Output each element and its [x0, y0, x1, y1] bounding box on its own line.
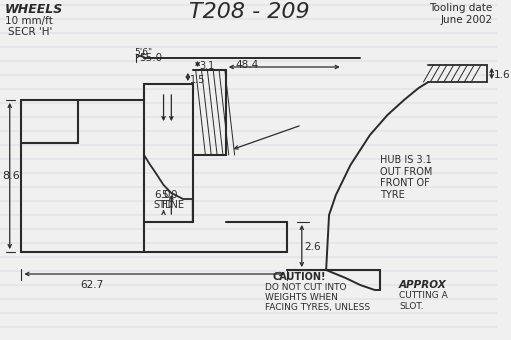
Text: 8.6: 8.6 [2, 171, 20, 181]
Text: APPROX: APPROX [399, 280, 447, 290]
Text: Tooling date: Tooling date [429, 3, 493, 13]
Text: CUTTING A: CUTTING A [399, 291, 448, 300]
Text: WHEELS: WHEELS [5, 3, 63, 16]
Text: 10 mm/ft: 10 mm/ft [5, 16, 53, 26]
Text: 6.0: 6.0 [154, 190, 170, 200]
Text: 5'6": 5'6" [134, 48, 152, 57]
Text: 1.5: 1.5 [190, 75, 205, 85]
Text: 3.1: 3.1 [200, 61, 215, 71]
Text: SLOT.: SLOT. [399, 302, 424, 311]
Text: CAUTION!: CAUTION! [272, 272, 326, 282]
Text: DO NOT CUT INTO: DO NOT CUT INTO [265, 283, 346, 292]
Text: 48.4: 48.4 [236, 60, 259, 70]
Text: SECR 'H': SECR 'H' [8, 27, 52, 37]
Text: WEIGHTS WHEN: WEIGHTS WHEN [265, 293, 338, 302]
Text: 5.0: 5.0 [161, 190, 178, 200]
Text: June 2002: June 2002 [440, 15, 493, 25]
Text: T208 - 209: T208 - 209 [189, 2, 310, 22]
Text: FACING TYRES, UNLESS: FACING TYRES, UNLESS [265, 303, 370, 312]
Text: 62.7: 62.7 [80, 280, 103, 290]
Text: HUB IS 3.1
OUT FROM
FRONT OF
TYRE: HUB IS 3.1 OUT FROM FRONT OF TYRE [380, 155, 432, 200]
Text: 2.6: 2.6 [305, 242, 321, 252]
Text: 1.6: 1.6 [494, 70, 510, 81]
Text: FINE: FINE [161, 200, 183, 210]
Text: STD: STD [154, 200, 173, 210]
Text: 55.0: 55.0 [139, 53, 162, 63]
